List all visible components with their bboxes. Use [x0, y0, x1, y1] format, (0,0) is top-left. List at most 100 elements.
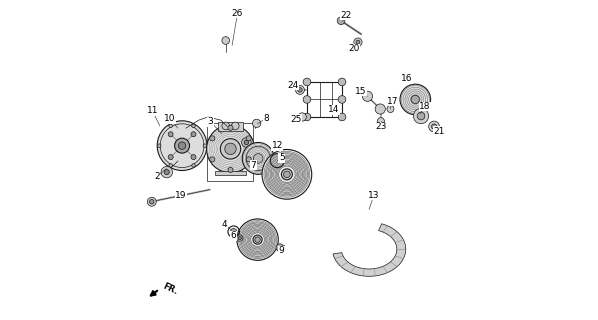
- Circle shape: [429, 121, 440, 132]
- Wedge shape: [250, 232, 266, 247]
- Text: 18: 18: [419, 102, 431, 111]
- Wedge shape: [245, 227, 270, 252]
- Text: 20: 20: [349, 44, 360, 53]
- Circle shape: [210, 136, 215, 141]
- Text: 4: 4: [222, 220, 228, 229]
- Circle shape: [417, 112, 425, 120]
- Circle shape: [228, 167, 233, 172]
- Circle shape: [375, 104, 385, 114]
- Text: 17: 17: [387, 97, 398, 106]
- Circle shape: [337, 17, 345, 25]
- Circle shape: [413, 108, 429, 124]
- Circle shape: [220, 139, 240, 159]
- Text: 3: 3: [208, 117, 213, 126]
- Wedge shape: [273, 160, 301, 188]
- Circle shape: [356, 40, 360, 44]
- Text: 2: 2: [154, 172, 160, 181]
- Circle shape: [168, 132, 173, 137]
- Text: 19: 19: [175, 190, 187, 200]
- Text: 22: 22: [340, 11, 352, 20]
- Circle shape: [157, 121, 207, 171]
- Circle shape: [203, 144, 207, 148]
- Wedge shape: [270, 158, 303, 191]
- Circle shape: [238, 236, 242, 240]
- Wedge shape: [266, 153, 308, 196]
- Text: FR.: FR.: [161, 282, 179, 296]
- Text: 10: 10: [164, 114, 175, 123]
- Wedge shape: [248, 229, 268, 250]
- Circle shape: [303, 78, 311, 86]
- Circle shape: [295, 85, 304, 94]
- Bar: [215, 171, 246, 175]
- Text: 5: 5: [279, 153, 285, 162]
- Circle shape: [230, 228, 237, 235]
- Text: 15: 15: [355, 87, 366, 96]
- Polygon shape: [333, 224, 405, 276]
- Circle shape: [157, 144, 161, 148]
- Text: 26: 26: [232, 9, 243, 18]
- Circle shape: [298, 88, 302, 92]
- Text: 8: 8: [263, 114, 269, 123]
- Text: 11: 11: [147, 106, 158, 115]
- Circle shape: [432, 124, 437, 129]
- Wedge shape: [278, 165, 296, 183]
- Circle shape: [164, 170, 169, 175]
- Circle shape: [228, 125, 233, 130]
- Circle shape: [298, 113, 306, 121]
- Circle shape: [147, 197, 156, 206]
- Circle shape: [231, 122, 239, 130]
- Circle shape: [242, 142, 274, 174]
- Circle shape: [255, 237, 260, 242]
- Circle shape: [303, 113, 311, 121]
- Circle shape: [237, 235, 243, 241]
- Circle shape: [222, 37, 230, 44]
- Circle shape: [303, 96, 311, 103]
- Circle shape: [411, 95, 419, 104]
- Circle shape: [192, 124, 195, 128]
- Text: 13: 13: [368, 190, 380, 200]
- Circle shape: [338, 96, 346, 103]
- Circle shape: [169, 164, 172, 167]
- Circle shape: [252, 119, 261, 127]
- Circle shape: [237, 219, 278, 260]
- Text: 6: 6: [230, 231, 236, 240]
- Circle shape: [244, 140, 249, 145]
- Circle shape: [168, 155, 173, 160]
- Text: 25: 25: [290, 115, 301, 124]
- Circle shape: [242, 138, 251, 147]
- Text: 7: 7: [251, 161, 257, 170]
- Wedge shape: [276, 163, 298, 186]
- Circle shape: [276, 244, 283, 252]
- Wedge shape: [243, 225, 273, 255]
- Circle shape: [338, 78, 346, 86]
- Circle shape: [282, 169, 292, 180]
- Text: 21: 21: [433, 127, 444, 136]
- Circle shape: [206, 125, 254, 173]
- Circle shape: [354, 38, 362, 46]
- Text: 12: 12: [271, 141, 283, 150]
- Circle shape: [178, 142, 186, 149]
- Circle shape: [262, 149, 312, 199]
- Circle shape: [169, 124, 172, 128]
- Circle shape: [246, 157, 251, 162]
- Circle shape: [254, 154, 263, 163]
- Bar: [218, 122, 243, 131]
- Text: 9: 9: [278, 246, 283, 255]
- Circle shape: [225, 143, 236, 155]
- Circle shape: [192, 164, 195, 167]
- Circle shape: [150, 199, 154, 204]
- Circle shape: [246, 136, 251, 141]
- Circle shape: [222, 122, 230, 130]
- Wedge shape: [240, 222, 275, 257]
- Circle shape: [377, 118, 385, 124]
- Text: 24: 24: [288, 81, 299, 90]
- Circle shape: [400, 84, 431, 115]
- Circle shape: [387, 106, 394, 113]
- Circle shape: [161, 166, 172, 178]
- Circle shape: [283, 171, 290, 178]
- Circle shape: [175, 138, 190, 153]
- Text: 14: 14: [328, 106, 339, 115]
- Circle shape: [362, 91, 373, 101]
- Circle shape: [191, 155, 196, 160]
- Text: 23: 23: [375, 122, 386, 131]
